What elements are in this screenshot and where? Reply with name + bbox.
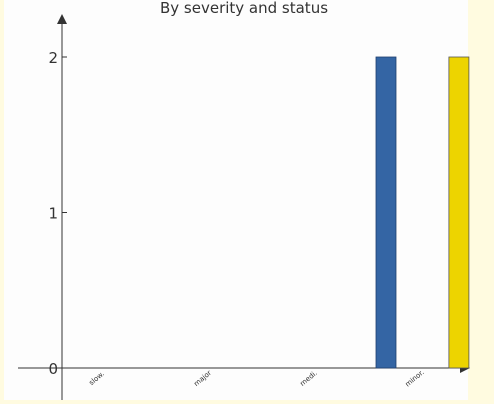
y-tick-label: 2: [48, 49, 58, 67]
y-axis-arrow: [57, 14, 67, 24]
bar: [375, 56, 397, 369]
plot-background: [4, 0, 468, 400]
bar: [448, 56, 470, 369]
y-tick-label: 0: [48, 360, 58, 378]
y-tick-label: 1: [48, 205, 58, 223]
chart-title: By severity and status: [160, 0, 328, 17]
